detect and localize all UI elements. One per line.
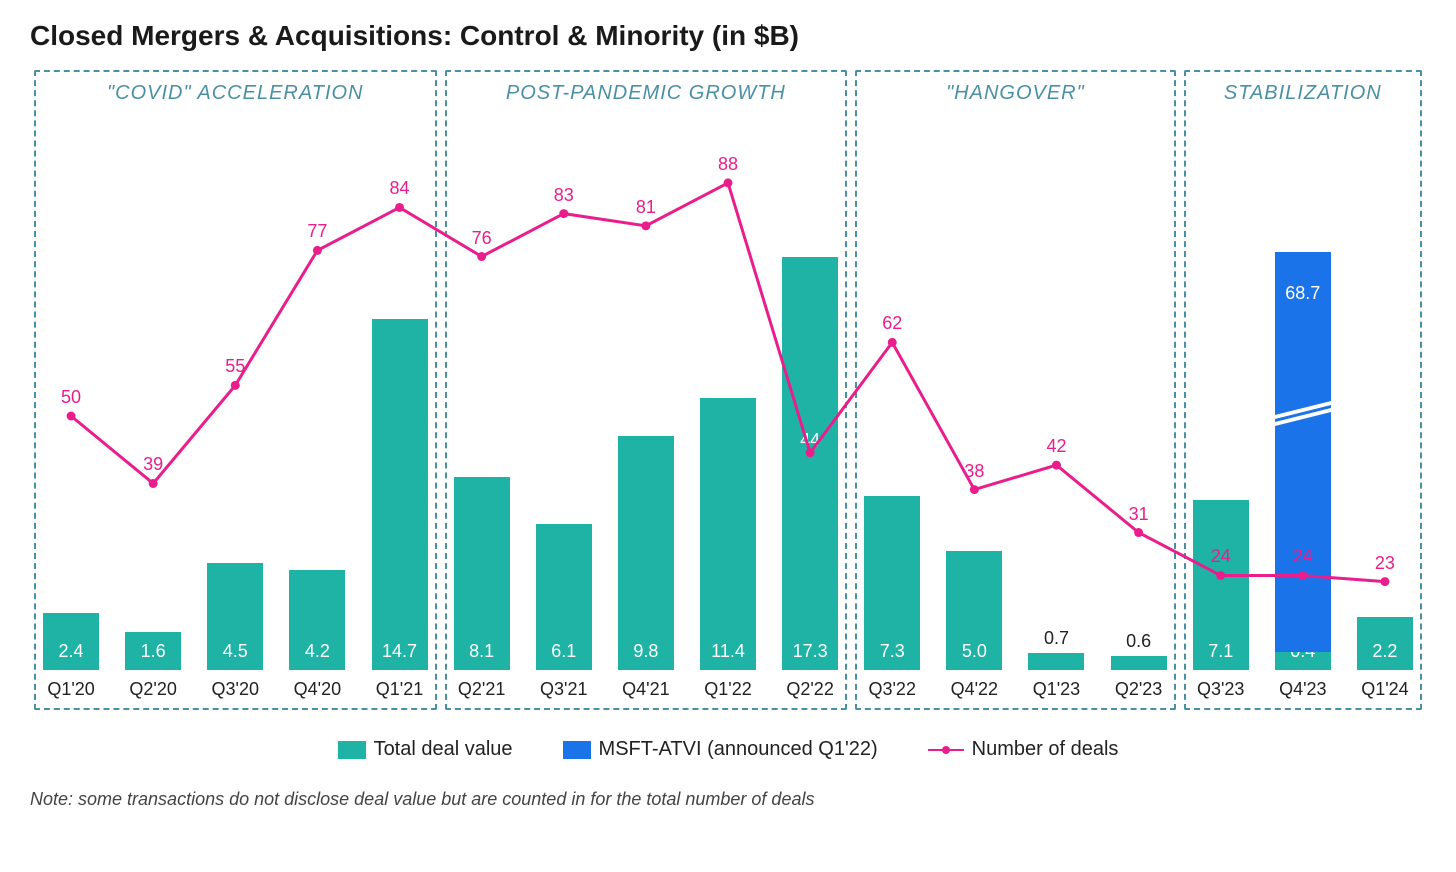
bar: 14.7 [372,319,428,670]
bar: 17.3 [782,257,838,670]
deals-point-label: 83 [554,185,574,206]
bar: 0.7 [1028,653,1084,670]
x-axis-label: Q4'22 [937,679,1011,700]
legend-item-line: Number of deals [928,738,1119,761]
bar-value-label: 4.2 [289,641,345,662]
x-axis-label: Q1'20 [34,679,108,700]
x-axis-label: Q2'23 [1102,679,1176,700]
x-axis-label: Q2'22 [773,679,847,700]
bar: 7.3 [864,496,920,670]
bar: 4.2 [289,570,345,670]
bar-value-label: 2.2 [1357,641,1413,662]
bar-value-label: 8.1 [454,641,510,662]
deals-point-label: 23 [1375,553,1395,574]
bar-value-label: 5.0 [946,641,1002,662]
x-axis-label: Q1'23 [1019,679,1093,700]
bar-value-label: 6.1 [536,641,592,662]
bar-value-label: 9.8 [618,641,674,662]
deals-point-label: 39 [143,454,163,475]
x-axis-label: Q3'23 [1184,679,1258,700]
chart-area: "COVID" ACCELERATION POST-PANDEMIC GROWTH… [30,70,1426,730]
x-axis-label: Q3'21 [527,679,601,700]
bar: 8.1 [454,477,510,671]
deals-point-label: 42 [1046,436,1066,457]
deals-point-label: 81 [636,197,656,218]
bar: 4.5 [207,563,263,671]
x-axis-label: Q4'23 [1266,679,1340,700]
bar: 0.4 [1275,652,1331,670]
x-axis-label: Q4'20 [280,679,354,700]
deals-point-label: 44 [800,430,820,451]
legend-label-bar: Total deal value [374,738,513,761]
bar: 5.0 [946,551,1002,670]
x-axis-label: Q2'21 [445,679,519,700]
bar: 0.6 [1111,656,1167,670]
x-axis-label: Q1'24 [1348,679,1422,700]
deals-point-label: 55 [225,356,245,377]
bar: 9.8 [618,436,674,670]
legend-item-msft: MSFT-ATVI (announced Q1'22) [563,738,878,761]
swatch-line [928,749,964,751]
legend-label-msft: MSFT-ATVI (announced Q1'22) [599,738,878,761]
bar-value-label: 17.3 [782,641,838,662]
deals-point-label: 76 [472,228,492,249]
bar: 11.4 [700,398,756,670]
phase-label: "COVID" ACCELERATION [36,82,435,105]
bar-value-label: 14.7 [372,641,428,662]
swatch-msft [563,741,591,759]
deals-point-label: 62 [882,313,902,334]
bar-value-label: 0.6 [1111,631,1167,652]
phase-label: STABILIZATION [1186,82,1420,105]
plot-area: "COVID" ACCELERATION POST-PANDEMIC GROWTH… [30,70,1426,730]
deals-point-label: 84 [390,178,410,199]
bar: 2.2 [1357,617,1413,670]
axis-break-icon [1269,406,1337,420]
bar-value-label: 4.5 [207,641,263,662]
deals-point-label: 31 [1129,504,1149,525]
swatch-bar [338,741,366,759]
x-axis-label: Q2'20 [116,679,190,700]
bar: 7.1 [1193,500,1249,670]
bar-value-label: 7.3 [864,641,920,662]
bar: 6.1 [536,524,592,670]
phase-label: POST-PANDEMIC GROWTH [447,82,846,105]
footnote: Note: some transactions do not disclose … [30,789,1426,810]
phase-label: "HANGOVER" [857,82,1173,105]
x-axis-label: Q3'22 [855,679,929,700]
bar-value-label: 0.7 [1028,628,1084,649]
legend-item-bar: Total deal value [338,738,513,761]
legend: Total deal value MSFT-ATVI (announced Q1… [30,738,1426,761]
chart-title: Closed Mergers & Acquisitions: Control &… [30,20,1426,52]
deals-point-label: 24 [1293,546,1313,567]
deals-point-label: 77 [307,221,327,242]
x-axis-label: Q1'21 [362,679,436,700]
deals-point-label: 38 [964,461,984,482]
bar-value-label: 2.4 [43,641,99,662]
bar: 2.4 [43,613,99,670]
deals-point-label: 50 [61,387,81,408]
bar-value-label: 1.6 [125,641,181,662]
legend-label-line: Number of deals [972,738,1119,761]
bar-value-label: 7.1 [1193,641,1249,662]
bar: 1.6 [125,632,181,670]
x-axis-label: Q4'21 [609,679,683,700]
bar-value-label: 11.4 [700,641,756,662]
deals-point-label: 24 [1211,546,1231,567]
deals-point-label: 88 [718,154,738,175]
x-axis-label: Q3'20 [198,679,272,700]
bar-msft-stacked: 68.7 [1275,252,1331,652]
bar-msft-value-label: 68.7 [1275,283,1331,304]
x-axis-label: Q1'22 [691,679,765,700]
